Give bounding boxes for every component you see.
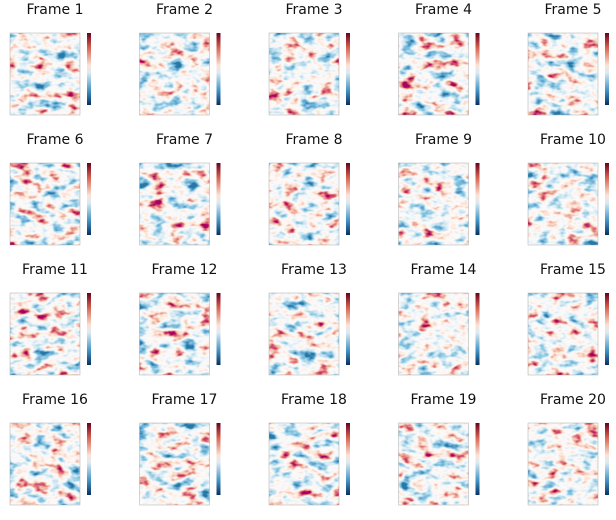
heatmap: [399, 163, 469, 245]
frame-title: Frame 2: [156, 2, 213, 18]
frame-title: Frame 7: [156, 132, 213, 148]
colorbar: [605, 423, 609, 495]
heatmap: [399, 423, 469, 505]
frame-title: Frame 10: [540, 132, 606, 148]
figure: Frame 1 Frame 2 Frame 3 Frame 4 Frame 5 Frame…: [0, 0, 616, 520]
colorbar: [217, 163, 221, 235]
heatmap: [528, 293, 598, 375]
frame-title: Frame 14: [411, 262, 477, 278]
colorbar: [217, 423, 221, 495]
heatmap: [399, 293, 469, 375]
heatmap: [269, 293, 339, 375]
colorbar: [476, 293, 480, 365]
colorbar: [87, 423, 91, 495]
colorbar: [605, 293, 609, 365]
frame-title: Frame 18: [281, 392, 347, 408]
heatmap: [269, 423, 339, 505]
frame-title: Frame 11: [22, 262, 88, 278]
heatmap: [399, 33, 469, 115]
colorbar: [605, 33, 609, 105]
frame-title: Frame 19: [411, 392, 477, 408]
heatmap: [10, 163, 80, 245]
colorbar: [217, 293, 221, 365]
colorbar: [346, 33, 350, 105]
heatmap: [528, 423, 598, 505]
heatmap: [140, 163, 210, 245]
heatmap: [140, 33, 210, 115]
colorbar: [87, 293, 91, 365]
frame-title: Frame 4: [415, 2, 472, 18]
frame-title: Frame 20: [540, 392, 606, 408]
heatmap: [10, 293, 80, 375]
colorbar: [217, 33, 221, 105]
colorbar: [476, 163, 480, 235]
colorbar: [87, 163, 91, 235]
frame-title: Frame 5: [545, 2, 602, 18]
heatmap: [269, 163, 339, 245]
heatmap: [140, 423, 210, 505]
heatmap: [528, 163, 598, 245]
colorbar: [476, 33, 480, 105]
frame-title: Frame 1: [27, 2, 84, 18]
frame-title: Frame 8: [286, 132, 343, 148]
heatmap: [528, 33, 598, 115]
colorbar: [87, 33, 91, 105]
colorbar: [346, 293, 350, 365]
colorbar: [346, 163, 350, 235]
colorbar: [476, 423, 480, 495]
frame-title: Frame 6: [27, 132, 84, 148]
frame-title: Frame 16: [22, 392, 88, 408]
frame-title: Frame 15: [540, 262, 606, 278]
heatmap: [269, 33, 339, 115]
heatmap: [10, 423, 80, 505]
heatmap: [10, 33, 80, 115]
frame-title: Frame 13: [281, 262, 347, 278]
frame-title: Frame 9: [415, 132, 472, 148]
colorbar: [346, 423, 350, 495]
colorbar: [605, 163, 609, 235]
frame-title: Frame 3: [286, 2, 343, 18]
frame-title: Frame 12: [152, 262, 218, 278]
heatmap: [140, 293, 210, 375]
frame-title: Frame 17: [152, 392, 218, 408]
